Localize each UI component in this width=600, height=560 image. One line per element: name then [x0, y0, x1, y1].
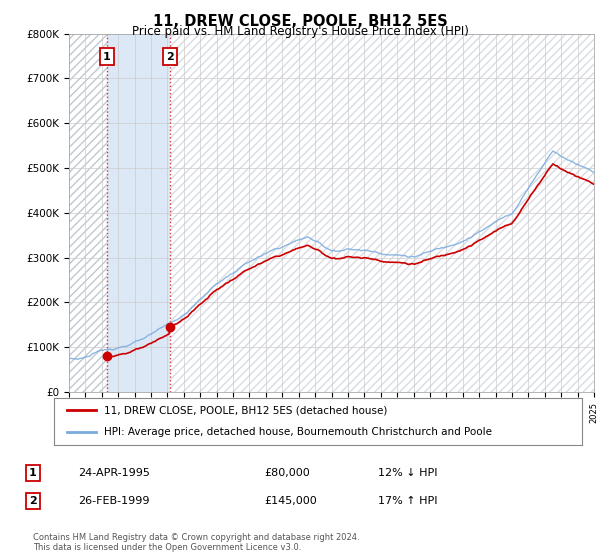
Text: 1: 1 [29, 468, 37, 478]
Text: Contains HM Land Registry data © Crown copyright and database right 2024.: Contains HM Land Registry data © Crown c… [33, 533, 359, 542]
Text: 11, DREW CLOSE, POOLE, BH12 5ES (detached house): 11, DREW CLOSE, POOLE, BH12 5ES (detache… [104, 405, 388, 416]
Text: £145,000: £145,000 [264, 496, 317, 506]
Text: Price paid vs. HM Land Registry's House Price Index (HPI): Price paid vs. HM Land Registry's House … [131, 25, 469, 38]
Text: 11, DREW CLOSE, POOLE, BH12 5ES: 11, DREW CLOSE, POOLE, BH12 5ES [152, 14, 448, 29]
Text: 17% ↑ HPI: 17% ↑ HPI [378, 496, 437, 506]
Text: 2: 2 [29, 496, 37, 506]
Text: 2: 2 [166, 52, 174, 62]
Text: HPI: Average price, detached house, Bournemouth Christchurch and Poole: HPI: Average price, detached house, Bour… [104, 427, 492, 437]
Text: 1: 1 [103, 52, 111, 62]
Text: This data is licensed under the Open Government Licence v3.0.: This data is licensed under the Open Gov… [33, 543, 301, 552]
Text: 24-APR-1995: 24-APR-1995 [78, 468, 150, 478]
Text: £80,000: £80,000 [264, 468, 310, 478]
Text: 26-FEB-1999: 26-FEB-1999 [78, 496, 149, 506]
Text: 12% ↓ HPI: 12% ↓ HPI [378, 468, 437, 478]
